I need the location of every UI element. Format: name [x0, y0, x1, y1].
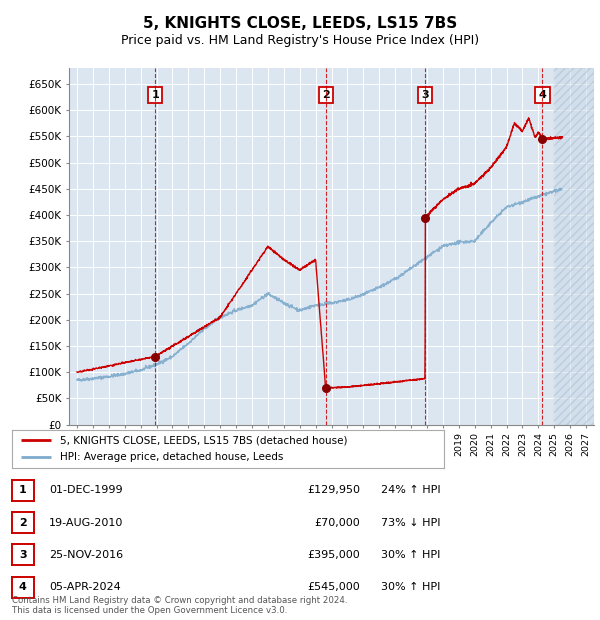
- Text: 01-DEC-1999: 01-DEC-1999: [49, 485, 123, 495]
- Text: 1: 1: [19, 485, 26, 495]
- Text: 3: 3: [422, 90, 429, 100]
- Text: £395,000: £395,000: [307, 550, 360, 560]
- Text: 2: 2: [322, 90, 329, 100]
- Text: 4: 4: [539, 90, 547, 100]
- Text: 3: 3: [19, 550, 26, 560]
- Text: 5, KNIGHTS CLOSE, LEEDS, LS15 7BS: 5, KNIGHTS CLOSE, LEEDS, LS15 7BS: [143, 16, 457, 30]
- Text: 73% ↓ HPI: 73% ↓ HPI: [381, 518, 440, 528]
- Text: Contains HM Land Registry data © Crown copyright and database right 2024.
This d: Contains HM Land Registry data © Crown c…: [12, 596, 347, 615]
- Text: 24% ↑ HPI: 24% ↑ HPI: [381, 485, 440, 495]
- Text: 19-AUG-2010: 19-AUG-2010: [49, 518, 124, 528]
- Bar: [554, 68, 594, 425]
- Text: 4: 4: [19, 582, 27, 592]
- Text: 30% ↑ HPI: 30% ↑ HPI: [381, 550, 440, 560]
- Text: HPI: Average price, detached house, Leeds: HPI: Average price, detached house, Leed…: [59, 453, 283, 463]
- Text: 5, KNIGHTS CLOSE, LEEDS, LS15 7BS (detached house): 5, KNIGHTS CLOSE, LEEDS, LS15 7BS (detac…: [59, 435, 347, 445]
- Text: £545,000: £545,000: [307, 582, 360, 592]
- Text: £70,000: £70,000: [314, 518, 360, 528]
- Text: 25-NOV-2016: 25-NOV-2016: [49, 550, 124, 560]
- Text: 1: 1: [151, 90, 159, 100]
- Text: £129,950: £129,950: [307, 485, 360, 495]
- Text: Price paid vs. HM Land Registry's House Price Index (HPI): Price paid vs. HM Land Registry's House …: [121, 34, 479, 47]
- Text: 30% ↑ HPI: 30% ↑ HPI: [381, 582, 440, 592]
- Text: 2: 2: [19, 518, 26, 528]
- Text: 05-APR-2024: 05-APR-2024: [49, 582, 121, 592]
